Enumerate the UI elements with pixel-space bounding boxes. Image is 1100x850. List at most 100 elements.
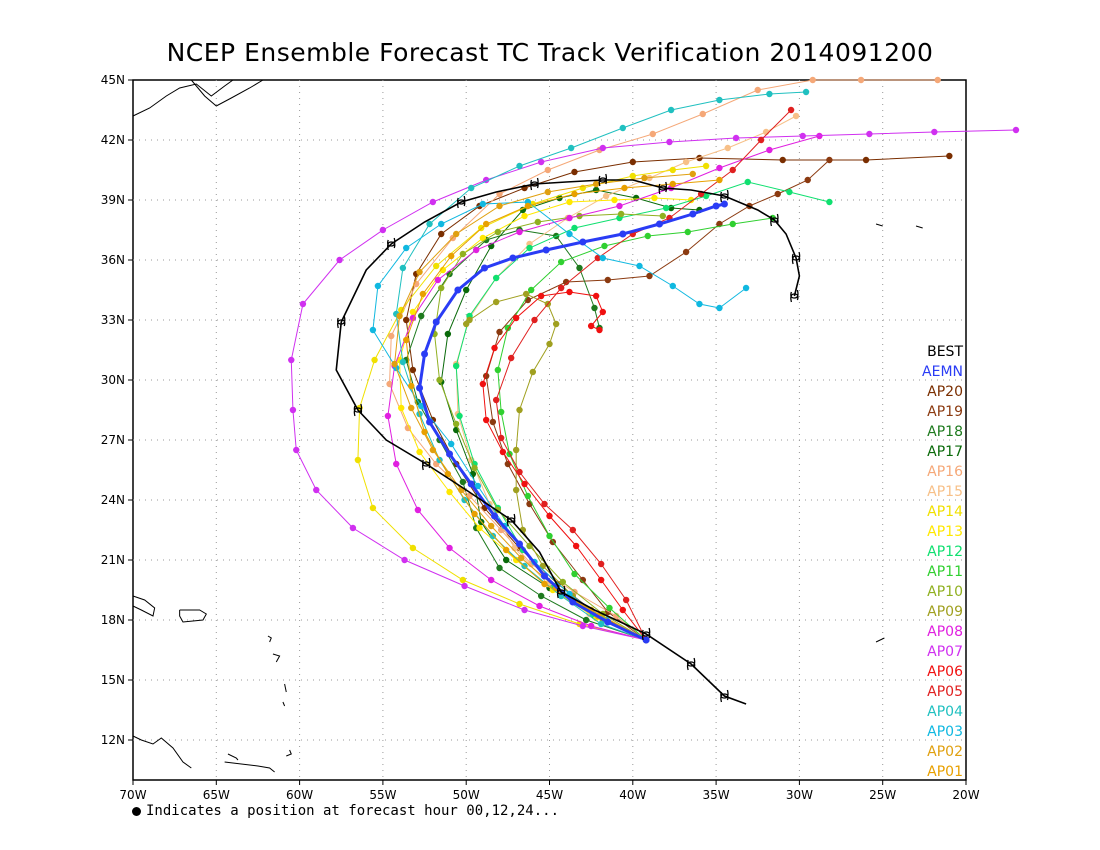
track-point-ap19 xyxy=(496,328,503,336)
legend-entry-ap07: AP07 xyxy=(927,644,963,660)
track-point-aemn xyxy=(604,618,612,626)
hurricane-symbol-icon xyxy=(720,689,729,703)
y-tick-label: 27N xyxy=(101,433,125,447)
track-point-aemn xyxy=(509,254,517,262)
track-point-ap18 xyxy=(537,592,545,600)
track-point-ap04 xyxy=(619,124,627,132)
track-point-ap10 xyxy=(559,578,567,586)
track-point-ap03 xyxy=(696,300,703,308)
coastline xyxy=(915,225,923,229)
track-point-ap20 xyxy=(403,316,410,324)
track-point-ap10 xyxy=(659,212,666,220)
x-tick-label: 20W xyxy=(952,788,979,802)
track-point-ap20 xyxy=(946,152,953,160)
track-line-ap09 xyxy=(465,293,647,641)
track-point-ap03 xyxy=(479,200,487,208)
track-point-ap12 xyxy=(702,192,710,200)
track-point-ap14 xyxy=(371,356,378,364)
x-tick-label: 50W xyxy=(453,788,480,802)
coastline xyxy=(132,595,156,617)
track-point-ap09 xyxy=(546,340,553,348)
legend-entry-ap06: AP06 xyxy=(927,664,963,680)
track-line-ap15 xyxy=(455,115,797,641)
y-tick-label: 21N xyxy=(101,553,125,567)
track-point-ap07 xyxy=(599,144,607,152)
track-point-ap03 xyxy=(599,254,607,262)
track-point-ap18 xyxy=(591,304,598,312)
legend-entry-ap19: AP19 xyxy=(927,404,963,420)
forecast-tracks xyxy=(288,76,1020,644)
track-point-ap02 xyxy=(487,522,495,530)
coastlines xyxy=(132,79,923,773)
track-point-ap11 xyxy=(546,532,553,540)
track-point-ap12 xyxy=(492,274,500,282)
hurricane-symbol-icon xyxy=(720,189,729,203)
track-point-ap02 xyxy=(641,174,648,182)
legend-entry-ap20: AP20 xyxy=(927,384,963,400)
track-point-ap01 xyxy=(482,220,490,228)
coastline xyxy=(132,735,192,769)
track-point-ap18 xyxy=(496,564,503,572)
track-point-aemn xyxy=(579,238,587,246)
track-point-ap06 xyxy=(491,344,498,352)
track-point-ap10 xyxy=(453,420,460,428)
track-point-ap06 xyxy=(572,542,580,550)
track-point-ap18 xyxy=(582,616,590,624)
track-point-ap06 xyxy=(599,308,607,316)
track-point-ap03 xyxy=(716,304,723,312)
track-point-ap04 xyxy=(597,620,605,628)
track-point-ap08 xyxy=(616,202,623,210)
track-point-ap14 xyxy=(433,262,440,270)
track-point-ap19 xyxy=(774,190,781,198)
track-point-ap07 xyxy=(732,134,740,142)
track-point-ap04 xyxy=(467,184,475,192)
track-point-ap19 xyxy=(804,176,811,184)
hurricane-symbol-icon xyxy=(641,627,651,641)
track-point-ap07 xyxy=(666,138,673,146)
track-point-ap06 xyxy=(499,448,507,456)
hurricane-symbol-icon xyxy=(530,177,539,191)
hurricane-symbol-icon xyxy=(506,513,516,527)
track-point-ap01 xyxy=(502,546,510,554)
track-point-ap19 xyxy=(826,156,833,164)
track-point-ap19 xyxy=(682,248,690,256)
track-point-aemn xyxy=(689,210,697,218)
track-point-ap12 xyxy=(526,244,533,252)
legend-entry-ap13: AP13 xyxy=(927,524,963,540)
track-point-ap18 xyxy=(418,312,425,320)
track-point-ap02 xyxy=(429,446,437,454)
hurricane-symbol-icon xyxy=(790,289,799,303)
track-point-ap12 xyxy=(744,178,751,186)
track-point-ap04 xyxy=(802,88,810,96)
track-point-ap07 xyxy=(289,406,297,414)
track-point-ap04 xyxy=(667,106,675,114)
footnote-text: Indicates a position at forecast hour 00… xyxy=(146,803,560,819)
track-point-ap03 xyxy=(403,244,410,252)
track-point-ap01 xyxy=(403,336,410,344)
track-point-ap07 xyxy=(288,356,295,364)
legend-entry-ap09: AP09 xyxy=(927,604,963,620)
hurricane-symbol-icon xyxy=(422,457,431,471)
coastline xyxy=(875,637,885,643)
track-point-ap08 xyxy=(716,164,723,172)
track-point-ap14 xyxy=(516,600,523,608)
track-point-ap13 xyxy=(446,488,453,496)
x-tick-label: 40W xyxy=(619,788,646,802)
coastline xyxy=(227,753,239,761)
track-point-ap18 xyxy=(459,478,467,486)
track-point-ap14 xyxy=(629,172,636,180)
track-point-ap01 xyxy=(419,290,427,298)
track-point-aemn xyxy=(421,350,429,358)
track-point-ap05 xyxy=(497,434,505,442)
track-point-ap01 xyxy=(471,510,478,518)
coastline xyxy=(875,223,883,227)
track-point-ap09 xyxy=(529,368,537,376)
track-point-ap06 xyxy=(482,416,490,424)
legend-entry-ap16: AP16 xyxy=(927,464,963,480)
track-point-ap12 xyxy=(571,224,578,232)
track-point-ap10 xyxy=(534,218,542,226)
track-point-ap20 xyxy=(571,168,578,176)
track-point-aemn xyxy=(655,220,663,228)
coastline xyxy=(190,79,264,107)
